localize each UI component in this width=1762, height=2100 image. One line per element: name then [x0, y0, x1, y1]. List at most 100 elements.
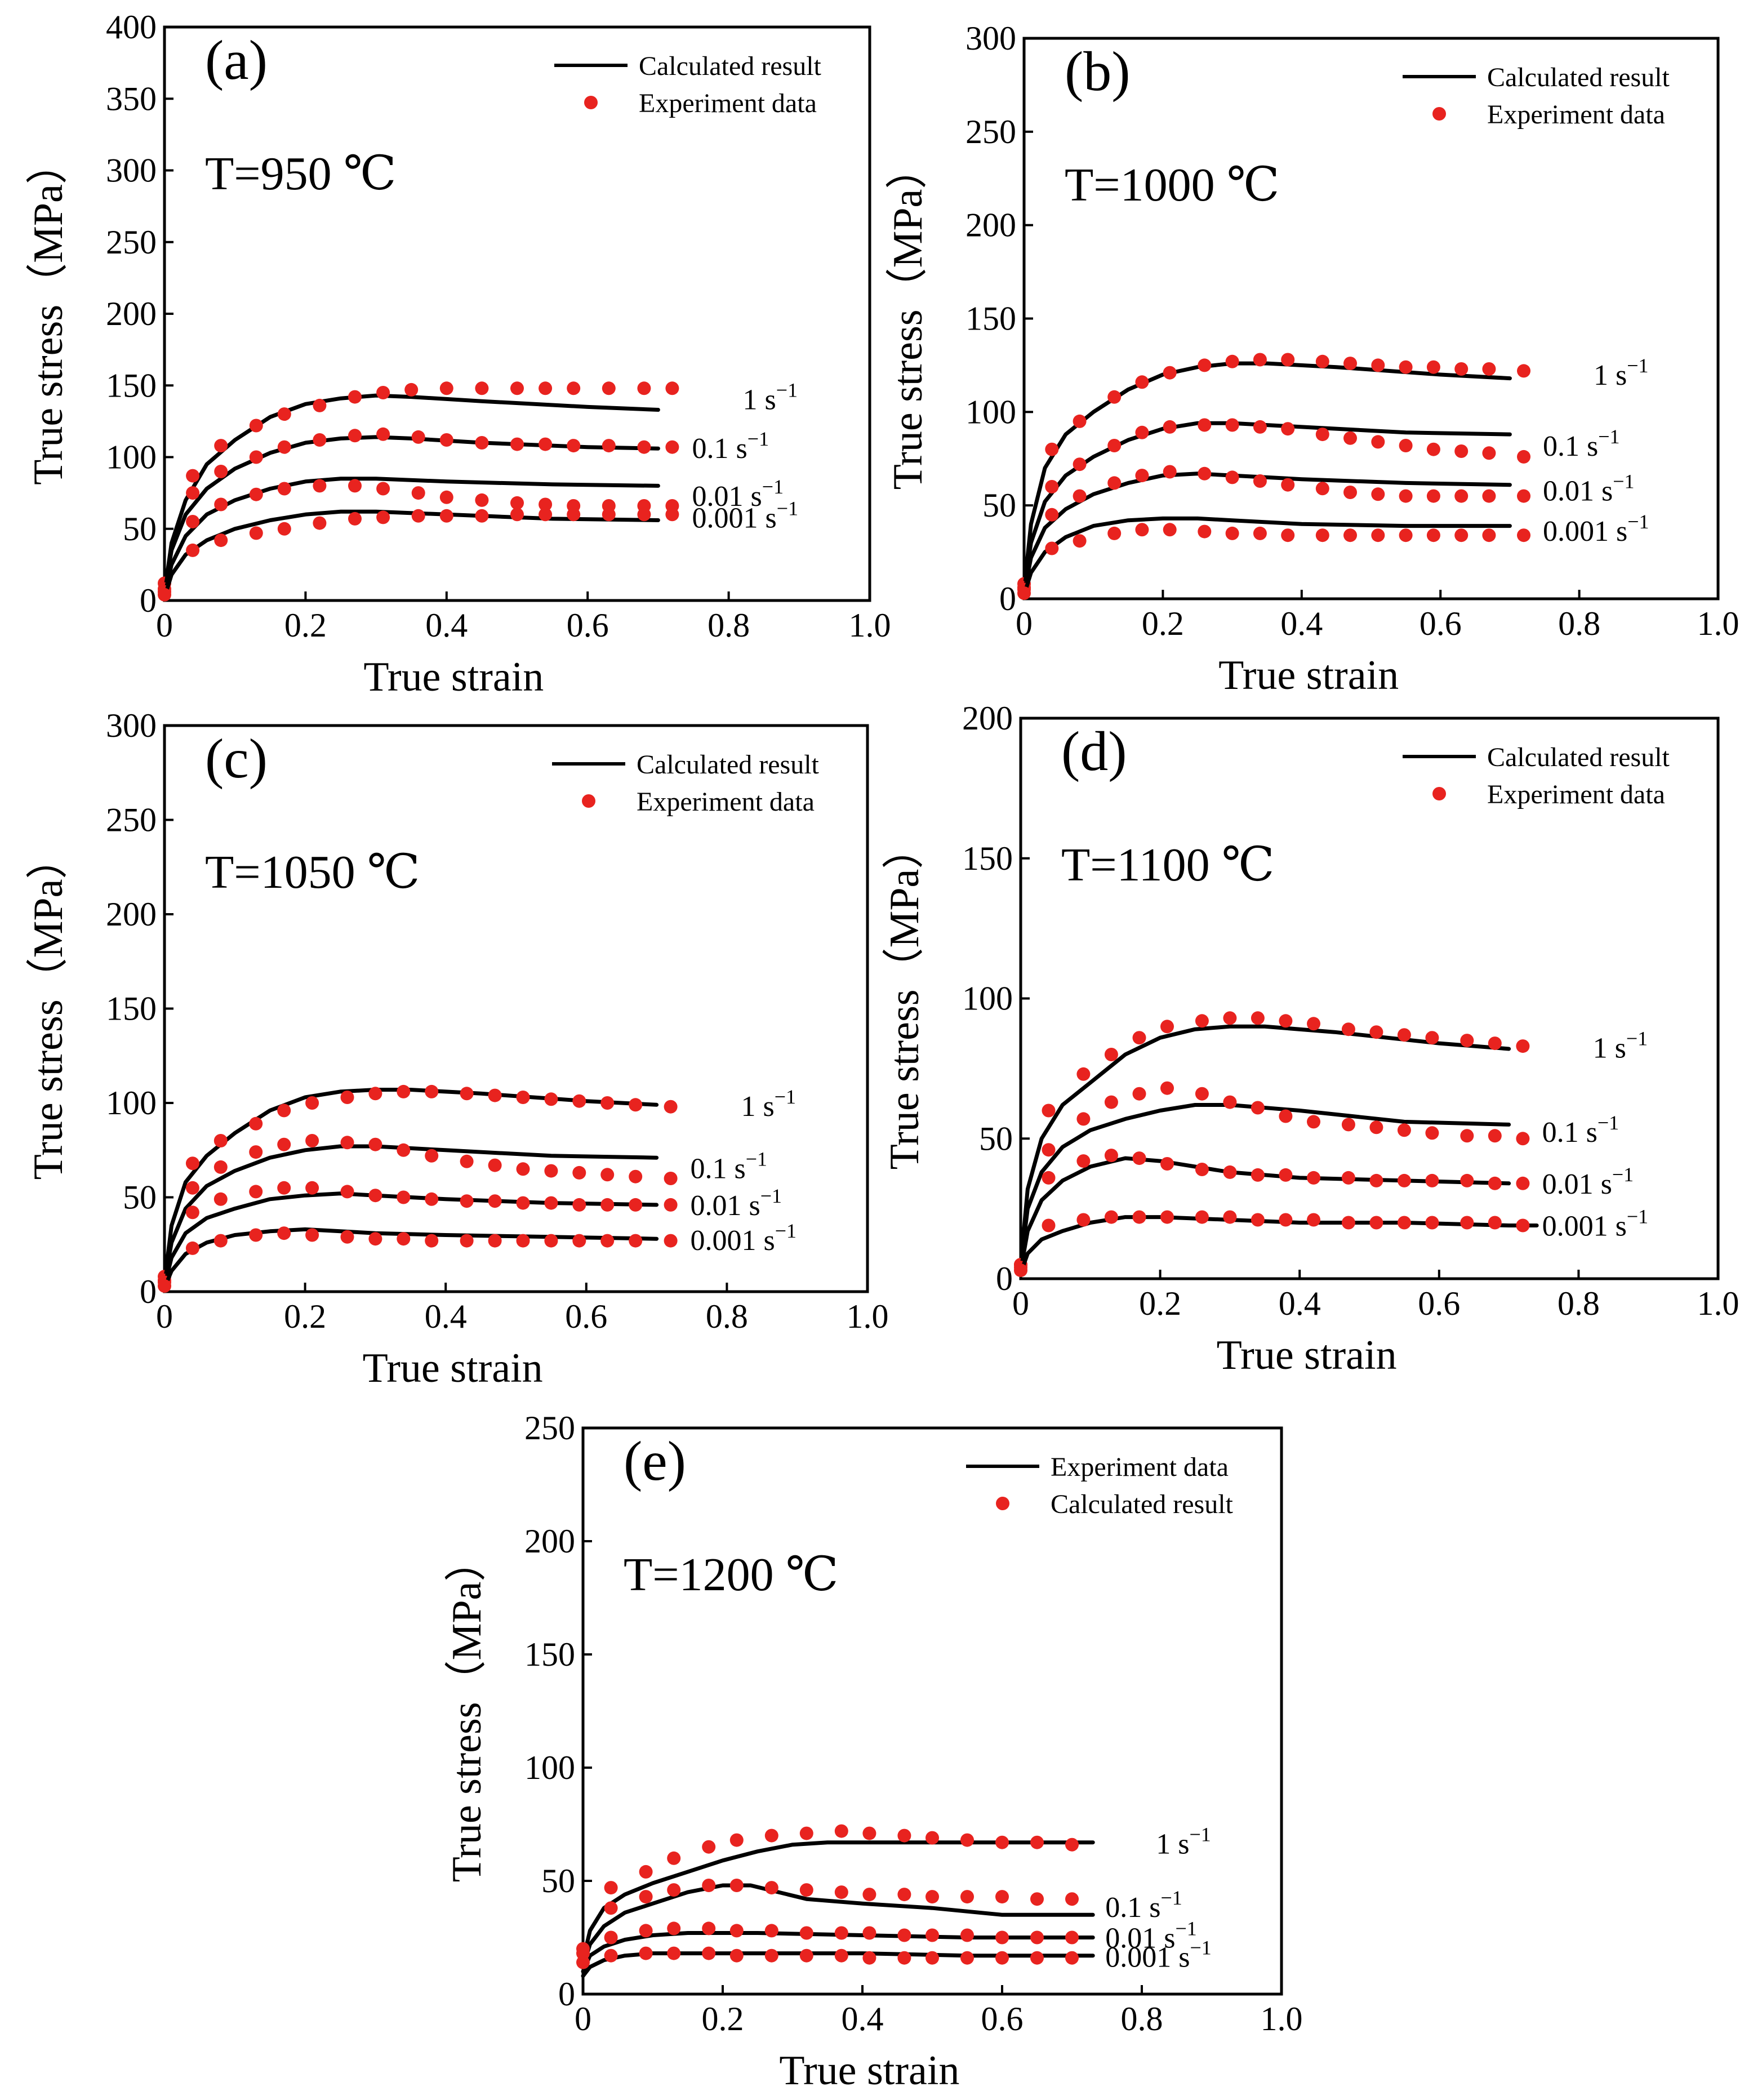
data-point: [1454, 444, 1469, 458]
data-point: [1488, 1129, 1502, 1143]
y-tick-label: 150: [965, 300, 1016, 337]
data-point: [368, 1189, 382, 1203]
legend-entry-label: Calculated result: [639, 51, 822, 81]
data-point: [639, 1924, 653, 1938]
data-point: [1042, 1171, 1056, 1185]
x-axis-label: True strain: [1217, 1332, 1397, 1378]
data-point: [1198, 466, 1212, 480]
data-point: [376, 386, 390, 399]
data-point: [1397, 1216, 1411, 1230]
data-point: [664, 1198, 678, 1212]
x-tick-label: 0.8: [708, 607, 750, 644]
data-point: [1251, 1011, 1265, 1025]
data-point: [1135, 375, 1149, 389]
data-point: [1369, 1173, 1383, 1187]
data-point: [475, 509, 489, 523]
data-point: [1225, 470, 1239, 484]
data-point: [475, 436, 489, 450]
y-tick-label: 0: [140, 1273, 157, 1310]
data-point: [1426, 489, 1440, 503]
data-point: [214, 533, 228, 548]
data-point: [376, 427, 390, 441]
y-axis-label: True stress（MPa）: [885, 148, 931, 490]
data-point: [1198, 524, 1212, 539]
y-tick-label: 200: [962, 700, 1013, 737]
data-point: [764, 1948, 778, 1963]
data-point: [1279, 1014, 1293, 1028]
data-point: [510, 437, 524, 451]
y-tick-label: 50: [123, 1179, 157, 1216]
legend-entry-label: Calculated result: [637, 750, 820, 780]
data-point: [1482, 528, 1496, 542]
data-point: [1163, 366, 1177, 380]
y-tick-label: 250: [106, 224, 157, 261]
data-point: [604, 1881, 618, 1895]
data-point: [425, 1234, 439, 1248]
strain-rate-label: 0.01 s−1: [1542, 1163, 1634, 1200]
data-point: [1307, 1171, 1320, 1185]
data-point: [604, 1901, 618, 1915]
data-point: [639, 1890, 653, 1904]
data-point: [1135, 469, 1149, 483]
data-point: [960, 1890, 974, 1904]
data-point: [1223, 1095, 1237, 1109]
temperature-label: T=1100 ℃: [1061, 839, 1275, 891]
data-point: [439, 490, 453, 504]
calculated-line-2: [162, 435, 660, 595]
data-point: [397, 1190, 411, 1204]
temperature-label: T=950 ℃: [205, 148, 397, 200]
plot-frame: [581, 1426, 1283, 1996]
data-point: [425, 1192, 439, 1206]
data-point: [277, 407, 291, 421]
data-point: [664, 1172, 678, 1185]
data-point: [799, 1948, 813, 1963]
chart-panel-b: 0 50 100 150 200 250 300 0 0.2 0.4 0.6 0.8 1.0 True s…: [885, 20, 1739, 698]
data-point: [348, 429, 362, 443]
data-point: [576, 1955, 590, 1969]
data-point: [1104, 1210, 1118, 1224]
data-point: [1132, 1087, 1146, 1101]
data-point: [1397, 1123, 1411, 1137]
data-point: [702, 1879, 716, 1892]
x-axis-label: True strain: [363, 1345, 543, 1391]
data-point: [1281, 422, 1295, 436]
data-point: [629, 1098, 643, 1112]
strain-rate-label: 0.1 s−1: [1543, 425, 1620, 462]
data-point: [460, 1234, 474, 1248]
y-tick-label: 0: [999, 580, 1016, 617]
y-axis-label: True stress（MPa）: [444, 1540, 490, 1883]
y-tick-label: 200: [524, 1523, 575, 1560]
data-point: [368, 1087, 382, 1101]
data-point: [602, 381, 616, 395]
data-point: [1341, 1171, 1355, 1185]
data-point: [1281, 528, 1295, 542]
data-point: [411, 509, 425, 523]
data-point: [1307, 1017, 1320, 1031]
data-point: [629, 1169, 643, 1184]
data-point: [1160, 1210, 1174, 1224]
y-tick-label: 150: [106, 990, 157, 1027]
y-tick-label: 50: [979, 1120, 1013, 1157]
data-point: [1315, 428, 1329, 442]
data-point: [411, 486, 425, 500]
x-tick-label: 0.4: [425, 607, 468, 644]
y-tick-label: 200: [106, 295, 157, 332]
data-point: [1399, 489, 1413, 503]
data-point: [439, 381, 453, 395]
data-point: [1425, 1126, 1439, 1140]
data-point: [1369, 1025, 1383, 1039]
data-point: [186, 486, 200, 500]
x-tick-label: 0.4: [425, 1298, 467, 1335]
data-point: [1042, 1218, 1056, 1233]
legend-entry-label: Calculated result: [1051, 1489, 1234, 1519]
data-point: [1160, 1157, 1174, 1171]
y-tick-label: 100: [106, 439, 157, 476]
data-point: [488, 1194, 502, 1208]
chart-panel-c: 0 50 100 150 200 250 300 0 0.2 0.4 0.6 0.8 1.0 True s…: [25, 707, 889, 1391]
data-point: [834, 1948, 848, 1963]
data-point: [1307, 1213, 1320, 1227]
data-point: [348, 511, 362, 526]
data-point: [600, 1168, 615, 1182]
y-tick-label: 50: [541, 1862, 575, 1899]
